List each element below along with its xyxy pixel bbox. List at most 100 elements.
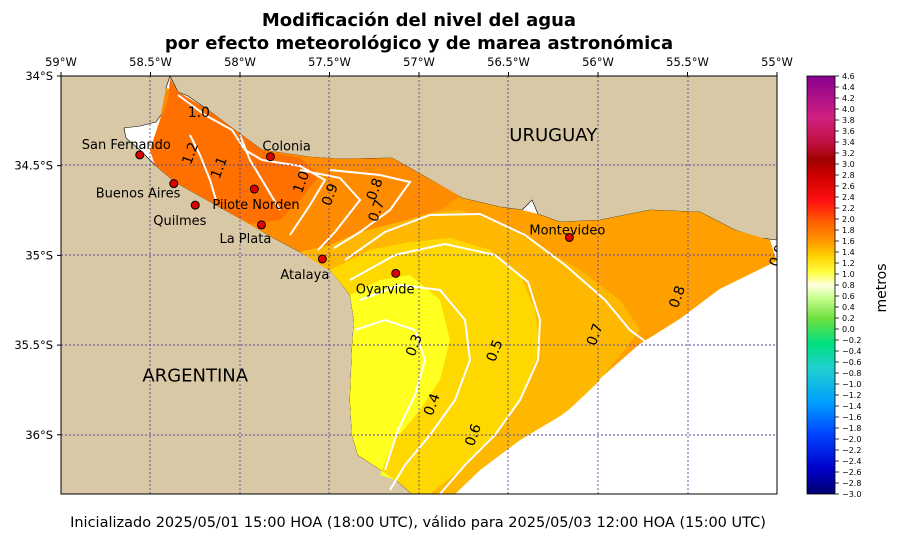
- contour-label: 0.7: [584, 321, 607, 347]
- contour-label: 0.8: [364, 176, 387, 202]
- x-tick-label: 55.5°W: [666, 55, 709, 69]
- colorbar-tick-label: −2.4: [842, 457, 861, 466]
- colorbar-tick-label: −2.6: [842, 468, 861, 477]
- region-labels: URUGUAY ARGENTINA: [142, 125, 598, 386]
- colorbar-tick-label: −0.2: [842, 336, 861, 345]
- station-label: Pilote Norden: [212, 198, 299, 213]
- contour-label: 1.2: [179, 140, 202, 166]
- colorbar-tick-label: 0.4: [842, 303, 855, 312]
- station-marker: [190, 200, 200, 210]
- colorbar-tick-label: −1.2: [842, 391, 861, 400]
- colorbar-tick-label: −1.0: [842, 380, 861, 389]
- station-label: Colonia: [262, 140, 310, 155]
- chart-title-line2: por efecto meteorológico y de marea astr…: [165, 33, 673, 54]
- colorbar-tick-label: −0.4: [842, 347, 861, 356]
- colorbar-tick-label: 2.6: [842, 182, 855, 191]
- station-marker: [265, 152, 275, 162]
- colorbar: [806, 75, 836, 495]
- region-label: ARGENTINA: [142, 366, 248, 387]
- station-marker: [564, 232, 574, 242]
- colorbar-ticks: 4.6 4.4 4.2 4.0 3.8 3.6 3.4 3.2 3.0 2.8 2.6 2.4 2.2 2…: [835, 72, 861, 499]
- y-tick-label: 35.5°S: [14, 338, 53, 352]
- x-tick-label: 56°W: [582, 55, 614, 69]
- band-0.3: [350, 275, 450, 480]
- station-label: Oyarvide: [356, 282, 415, 297]
- y-tick-label: 34.5°S: [14, 159, 53, 173]
- region-label: URUGUAY: [509, 125, 598, 146]
- y-tick-label: 36°S: [25, 428, 53, 442]
- x-tick-label: 59°W: [45, 55, 77, 69]
- colorbar-tick-label: 4.0: [842, 105, 855, 114]
- colorbar-tick-label: 4.6: [842, 72, 855, 81]
- colorbar-tick-label: 3.2: [842, 149, 855, 158]
- colorbar-tick-label: 1.2: [842, 259, 855, 268]
- colorbar-tick-label: 0.0: [842, 325, 855, 334]
- colorbar-tick-label: −0.8: [842, 369, 861, 378]
- colorbar-tick-label: 0.6: [842, 292, 855, 301]
- contour-label: 0.5: [484, 338, 507, 364]
- colorbar-tick-label: 0.2: [842, 314, 855, 323]
- grid-lines: [61, 76, 777, 494]
- colorbar-tick-label: −3.0: [842, 490, 861, 499]
- colorbar-tick-label: 1.4: [842, 248, 855, 257]
- map-area: 1.01.21.11.0 0.9 0.80.70.3 0.50.40.60.70.80…: [61, 76, 790, 494]
- contour-label: 0.4: [421, 391, 444, 417]
- colorbar-tick-label: 2.4: [842, 193, 855, 202]
- colorbar-tick-label: −0.6: [842, 358, 861, 367]
- contour-label: 0.9: [767, 243, 790, 269]
- station-marker: [317, 254, 327, 264]
- colorbar-tick-label: −2.2: [842, 446, 861, 455]
- colorbar-tick-label: −1.8: [842, 424, 861, 433]
- y-tick-label: 35°S: [25, 248, 53, 262]
- contour-label: 1.1: [208, 155, 231, 181]
- y-axis-ticks: 34°S 34.5°S 35°S 35.5°S 36°S: [14, 69, 61, 442]
- contour-label: 0.3: [403, 332, 426, 358]
- colorbar-tick-label: 3.8: [842, 116, 855, 125]
- x-tick-label: 58°W: [224, 55, 256, 69]
- colorbar-tick-label: 3.0: [842, 160, 855, 169]
- colorbar-tick-label: −1.6: [842, 413, 861, 422]
- station-marker: [256, 220, 266, 230]
- station-marker: [135, 150, 145, 160]
- colorbar-tick-label: −1.4: [842, 402, 861, 411]
- station-marker: [169, 179, 179, 189]
- x-axis-ticks: 59°W 58.5°W 58°W 57.5°W 57°W 56.5°W 56°W 55.5°W…: [45, 55, 793, 76]
- chart-title-line1: Modificación del nivel del agua: [262, 10, 576, 31]
- colorbar-tick-label: 0.8: [842, 281, 855, 290]
- colorbar-tick-label: 3.6: [842, 127, 855, 136]
- x-tick-label: 55°W: [761, 55, 793, 69]
- contour-label: 0.7: [366, 198, 389, 224]
- colorbar-tick-label: 1.8: [842, 226, 855, 235]
- colorbar-tick-label: 2.0: [842, 215, 855, 224]
- station-label: La Plata: [219, 232, 271, 247]
- contour-label: 0.9: [319, 182, 342, 208]
- station-label: Quilmes: [153, 214, 206, 229]
- colorbar-tick-label: 1.0: [842, 270, 855, 279]
- contour-label: 1.0: [188, 105, 210, 121]
- station-label: Buenos Aires: [96, 187, 181, 202]
- station-marker: [249, 184, 259, 194]
- x-tick-label: 58.5°W: [129, 55, 172, 69]
- footer-text: Inicializado 2025/05/01 15:00 HOA (18:00…: [70, 515, 766, 531]
- station-label: Montevideo: [529, 223, 605, 238]
- x-tick-label: 57.5°W: [308, 55, 351, 69]
- y-tick-label: 34°S: [25, 69, 53, 83]
- contour-label: 0.8: [666, 284, 689, 310]
- contour-label: 0.6: [462, 422, 485, 448]
- colorbar-tick-label: 4.4: [842, 83, 855, 92]
- station-label: San Fernando: [82, 138, 171, 153]
- stations: San Fernando Buenos Aires Quilmes Pilote No…: [82, 138, 606, 297]
- colorbar-tick-label: −2.0: [842, 435, 861, 444]
- colorbar-tick-label: 1.6: [842, 237, 855, 246]
- colorbar-tick-label: −2.8: [842, 479, 861, 488]
- station-marker: [391, 268, 401, 278]
- colorbar-tick-label: 2.2: [842, 204, 855, 213]
- colorbar-tick-label: 4.2: [842, 94, 855, 103]
- contour-labels: 1.01.21.11.0 0.9 0.80.70.3 0.50.40.60.70.80…: [179, 105, 790, 448]
- x-tick-label: 56.5°W: [487, 55, 530, 69]
- band-1.0: [150, 78, 320, 224]
- station-label: Atalaya: [280, 268, 329, 283]
- colorbar-label: metros: [874, 263, 890, 312]
- colorbar-tick-label: 2.8: [842, 171, 855, 180]
